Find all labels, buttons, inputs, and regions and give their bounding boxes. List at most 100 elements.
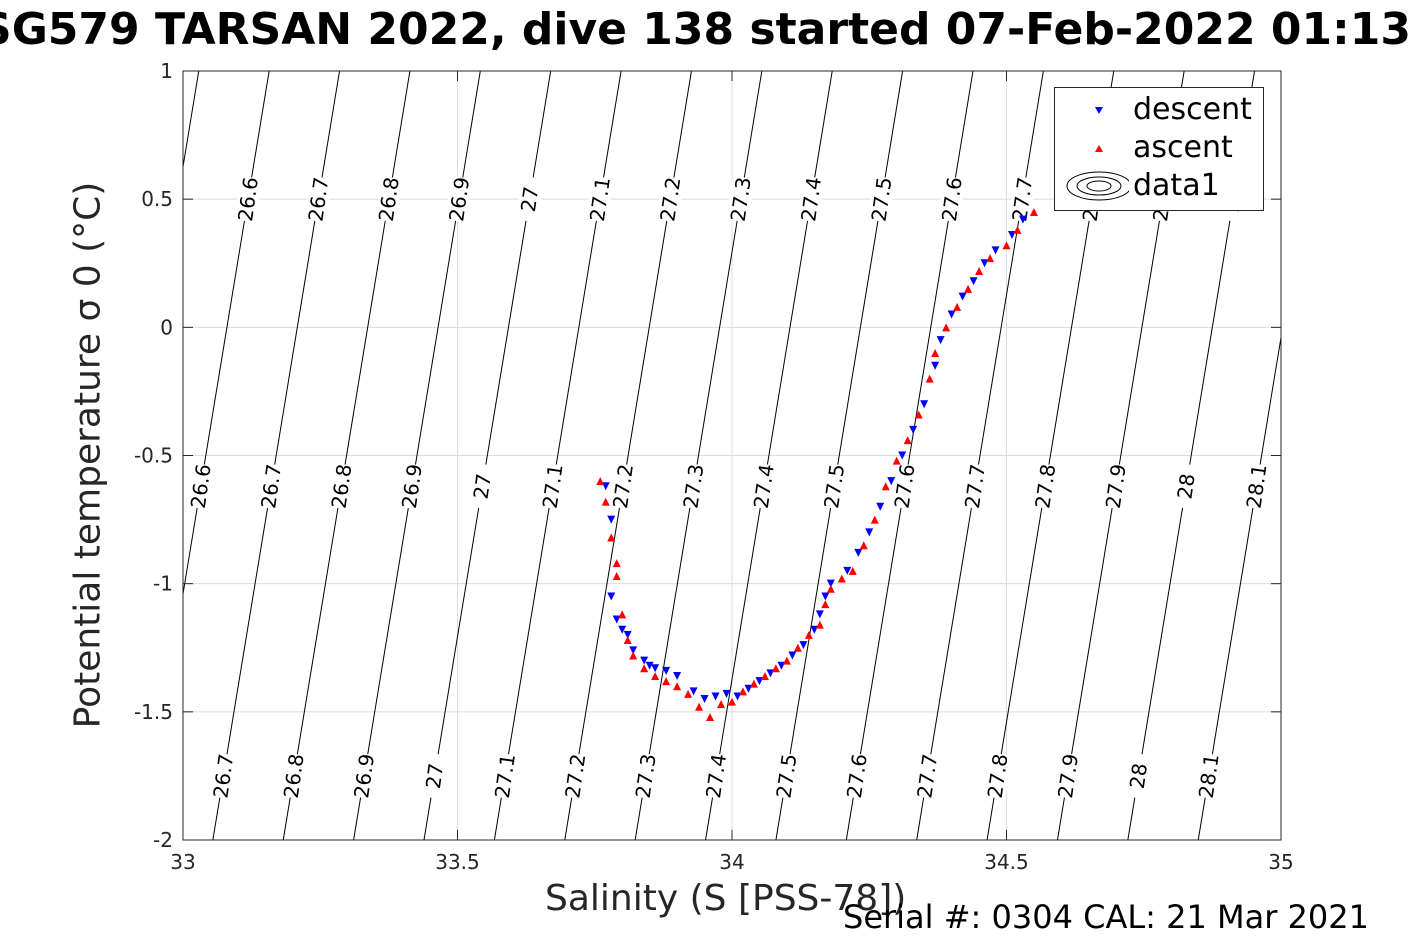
legend-label-descent: descent	[1133, 92, 1252, 127]
ascent-point	[618, 610, 627, 619]
ascent-marker-icon	[1095, 145, 1103, 152]
contour-label-bg	[279, 752, 308, 800]
contour-label-text: 28	[1125, 762, 1152, 791]
contour-label-bg	[797, 175, 826, 223]
legend-item-ascent[interactable]: ascent	[1055, 130, 1263, 166]
legend-item-data1[interactable]: data1	[1055, 168, 1263, 204]
ascent-point	[607, 533, 616, 542]
descent-point	[991, 246, 1000, 255]
contour-label-bg	[890, 462, 919, 510]
y-tick-label: 1	[160, 59, 173, 83]
descent-point	[799, 641, 808, 650]
ascent-point	[640, 664, 649, 673]
contour-label-bg	[609, 462, 637, 510]
ascent-point	[596, 477, 605, 486]
contour-ellipses-icon	[1066, 171, 1129, 201]
contour-label: 27.9	[1053, 752, 1083, 799]
descent-point	[645, 661, 654, 670]
contour-label-bg	[490, 752, 519, 800]
contour-label-bg	[913, 752, 942, 800]
y-tick-label: 0.5	[141, 187, 173, 211]
ascent-point	[771, 664, 780, 673]
ascent-point	[793, 643, 802, 652]
contour-label: 27.3	[678, 463, 708, 510]
contour-label: 27.3	[631, 752, 661, 799]
ascent-point	[892, 456, 901, 465]
ascent-point	[953, 302, 962, 311]
descent-point	[689, 687, 698, 696]
descent-point	[815, 610, 824, 619]
contour-label-bg	[679, 462, 708, 510]
descent-point	[947, 310, 956, 319]
ascent-point	[749, 679, 758, 688]
descent-point	[920, 400, 929, 409]
contour-label-bg	[327, 462, 356, 510]
contour-label-bg	[937, 175, 966, 223]
ascent-point	[706, 712, 715, 721]
descent-point	[931, 361, 940, 370]
contour-label-bg	[749, 462, 778, 510]
ascent-point	[651, 671, 660, 680]
ascent-point	[826, 584, 835, 593]
contour-label-bg	[1194, 752, 1223, 800]
y-axis-label: Potential temperature σ 0 (°C)	[67, 181, 109, 729]
descent-point	[618, 625, 627, 634]
serial-cal-footer: Serial #: 0304 CAL: 21 Mar 2021	[843, 898, 1369, 936]
ascent-point	[601, 497, 610, 506]
axis-ticks: 33 33.5 34 34.5 35 1 0.5 0 -0.5 -1 -1.5 -2	[134, 59, 1294, 874]
ascent-point	[1013, 225, 1022, 234]
ascent-point	[870, 515, 879, 524]
contour-label-bg	[515, 175, 544, 223]
isopycnal-line	[1197, 334, 1281, 840]
contour-label-bg	[1101, 462, 1130, 510]
descent-point	[865, 528, 874, 537]
ascent-point	[942, 323, 951, 332]
ascent-point	[623, 636, 632, 645]
contour-label-bg	[1242, 462, 1271, 510]
contour-label-bg	[983, 752, 1012, 800]
descent-point	[1018, 215, 1027, 224]
y-tick-label: -1	[153, 572, 173, 596]
descent-point	[788, 651, 797, 660]
descent-point	[909, 425, 918, 434]
contour-label: 27	[420, 752, 449, 800]
x-axis-label: Salinity (S [PSS-78])	[545, 878, 907, 919]
ascent-point	[728, 697, 736, 706]
contour-label-bg	[1031, 462, 1060, 510]
y-tick-label: -1.5	[134, 700, 173, 724]
ascent-point	[881, 482, 890, 491]
ascent-point	[738, 687, 747, 696]
contour-label-bg	[304, 175, 333, 223]
x-tick-label: 34.5	[984, 850, 1029, 874]
contour-label: 26.6	[233, 175, 263, 222]
contour-label-bg	[586, 175, 614, 223]
contour-label-bg	[234, 175, 262, 223]
contour-label: 27.4	[796, 175, 826, 222]
contour-label: 27.6	[937, 175, 967, 222]
contour-label-bg	[468, 462, 497, 510]
legend-item-descent[interactable]: descent	[1055, 92, 1263, 128]
descent-point	[854, 548, 863, 557]
ascent-point	[612, 559, 621, 568]
legend[interactable]: descent ascent data1	[1054, 87, 1264, 211]
contour-label: 27.2	[608, 463, 638, 510]
contour-label-bg	[350, 752, 379, 800]
ascent-point	[673, 682, 682, 691]
descent-point	[887, 477, 896, 486]
ascent-point	[1002, 241, 1011, 250]
contour-label-text: 28	[1172, 472, 1199, 501]
contour-label-bg	[538, 462, 567, 510]
ascent-point	[859, 541, 868, 550]
ascent-point	[612, 571, 621, 580]
contour-label: 26.9	[397, 463, 427, 510]
descent-point	[651, 664, 660, 673]
contour-label-bg	[420, 752, 449, 800]
x-tick-label: 33.5	[435, 850, 480, 874]
ascent-point	[925, 374, 934, 383]
contour-label-bg	[867, 175, 896, 223]
descent-point	[623, 630, 632, 639]
descent-point	[898, 451, 907, 460]
descent-point	[640, 656, 649, 665]
x-tick-label: 35	[1268, 850, 1293, 874]
descent-point	[629, 646, 638, 655]
